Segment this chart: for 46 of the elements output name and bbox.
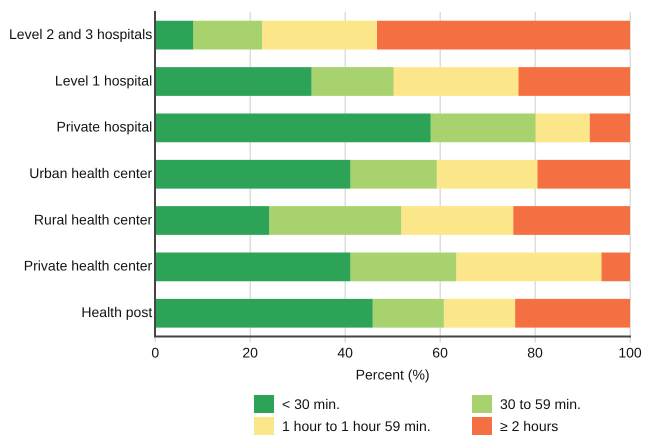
bar	[394, 67, 518, 96]
x-tick-label: 0	[151, 344, 160, 361]
legend-label: 1 hour to 1 hour 59 min.	[282, 418, 431, 434]
y-tick-label: Level 2 and 3 hospitals	[8, 26, 152, 42]
bar	[513, 206, 630, 235]
bar	[401, 206, 514, 235]
bar	[444, 298, 516, 328]
bar	[156, 20, 194, 50]
x-tick-label: 20	[242, 344, 258, 361]
bar	[436, 160, 538, 189]
x-tick-label: 80	[527, 344, 544, 361]
bar	[156, 206, 270, 235]
legend-label: 30 to 59 min.	[500, 396, 581, 412]
bar	[156, 67, 312, 96]
x-tick-label: 60	[432, 344, 448, 361]
bar	[262, 20, 377, 50]
bar	[372, 298, 444, 328]
x-axis-title: Percent (%)	[356, 366, 430, 382]
bar	[430, 113, 536, 142]
bar	[193, 20, 262, 50]
bar	[269, 206, 402, 235]
bar	[350, 252, 456, 282]
bar	[537, 160, 630, 189]
y-tick-label: Private hospital	[56, 118, 152, 135]
x-tick-label: 100	[618, 344, 642, 361]
bar	[156, 160, 350, 189]
bar	[156, 113, 431, 142]
y-tick-label: Private health center	[24, 258, 153, 274]
y-tick-label: Rural health center	[34, 211, 153, 228]
y-tick-label: Level 1 hospital	[54, 72, 152, 88]
y-tick-label: Urban health center	[29, 165, 153, 182]
x-tick-label: 40	[337, 344, 354, 361]
bar	[156, 252, 350, 282]
bar	[536, 113, 590, 142]
bar	[456, 252, 602, 282]
bar	[350, 160, 437, 189]
bar	[518, 67, 630, 96]
y-tick-label: Health post	[81, 304, 152, 320]
bar	[602, 252, 630, 282]
legend-label: ≥ 2 hours	[500, 418, 558, 434]
bar	[376, 20, 630, 50]
bar	[311, 67, 394, 96]
legend-label: < 30 min.	[282, 396, 340, 412]
bar	[515, 298, 630, 328]
bar	[156, 298, 373, 328]
bar	[590, 113, 630, 142]
